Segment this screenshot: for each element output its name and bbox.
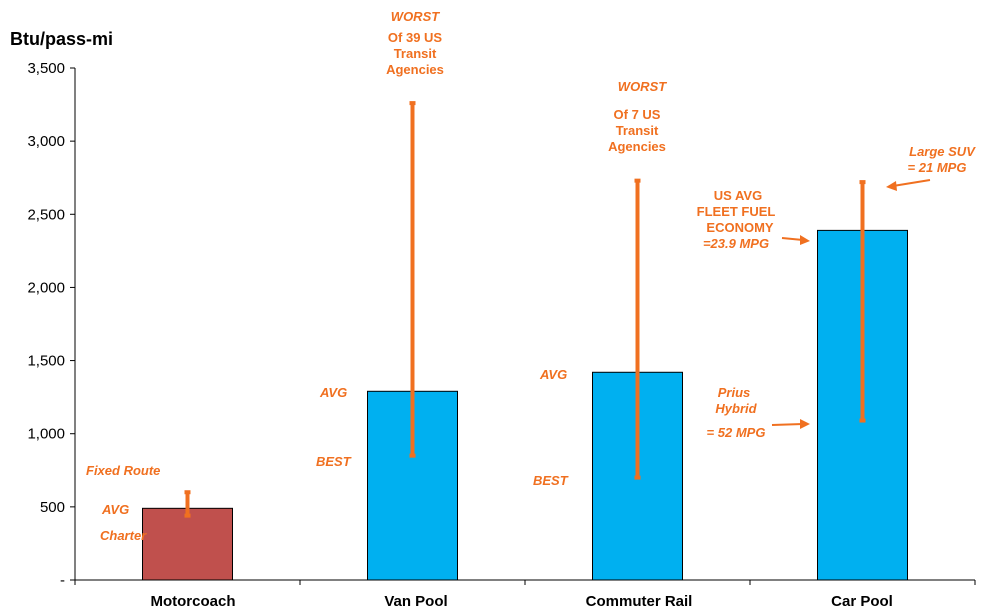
annotation-worst: WORST (618, 79, 667, 94)
y-tick-label: 3,000 (27, 133, 65, 150)
y-tick-label: 1,000 (27, 426, 65, 443)
annotation-avg: AVG (101, 502, 129, 517)
annotation-prius: = 52 MPG (707, 425, 766, 440)
annotation-fixed-route: Fixed Route (86, 463, 160, 478)
y-tick-label: 2,000 (27, 279, 65, 296)
y-tick-label: 3,500 (27, 60, 65, 77)
arrow-suv (892, 179, 931, 187)
range-lines (184, 101, 866, 518)
annotation-prius: Prius (718, 385, 751, 400)
annotation-fleet: ECONOMY (706, 220, 774, 235)
x-tick-label: Car Pool (831, 593, 893, 610)
arrow-fleet (781, 237, 804, 241)
annotation-worst-desc: Agencies (608, 139, 666, 154)
x-ticks (74, 580, 976, 585)
annotation-avg: AVG (319, 385, 347, 400)
arrowhead-suv (886, 181, 897, 191)
annotation-worst-desc: Agencies (386, 62, 444, 77)
y-tick-label: 1,500 (27, 353, 65, 370)
annotation-fleet: FLEET FUEL (697, 204, 776, 219)
annotation-worst-desc: Of 39 US (388, 30, 443, 45)
vanpool-annotations: WORST Of 39 US Transit Agencies AVG BEST (316, 9, 444, 469)
bars (142, 229, 908, 581)
arrowhead-fleet (800, 235, 810, 245)
y-axis-label: Btu/pass-mi (10, 29, 113, 49)
annotation-worst-desc: Transit (616, 123, 659, 138)
y-tick-label: - (60, 572, 65, 589)
annotation-best: BEST (316, 454, 352, 469)
x-tick-label: Commuter Rail (586, 593, 693, 610)
annotation-worst: WORST (391, 9, 440, 24)
annotation-suv: Large SUV (909, 144, 976, 159)
annotation-fleet: =23.9 MPG (703, 236, 769, 251)
annotation-fleet: US AVG (714, 188, 762, 203)
commuter-rail-annotations: WORST Of 7 US Transit Agencies AVG BEST (533, 79, 667, 488)
y-ticks: - 500 1,000 1,500 2,000 2,500 3,000 3,500 (27, 60, 75, 589)
annotation-avg: AVG (539, 367, 567, 382)
bar (142, 507, 233, 581)
arrowhead-prius (800, 419, 810, 429)
annotation-charter: Charter (100, 528, 147, 543)
arrow-prius (771, 423, 804, 426)
annotation-worst-desc: Of 7 US (614, 107, 661, 122)
x-tick-label: Motorcoach (150, 593, 235, 610)
x-tick-label: Van Pool (384, 593, 447, 610)
carpool-annotations: Large SUV = 21 MPG US AVG FLEET FUEL ECO… (697, 144, 977, 440)
annotation-prius: Hybrid (715, 401, 757, 416)
annotation-best: BEST (533, 473, 569, 488)
annotation-worst-desc: Transit (394, 46, 437, 61)
y-tick-label: 500 (40, 499, 65, 516)
motorcoach-annotations: Fixed Route AVG Charter (86, 463, 160, 543)
y-tick-label: 2,500 (27, 206, 65, 223)
annotation-suv: = 21 MPG (908, 160, 967, 175)
